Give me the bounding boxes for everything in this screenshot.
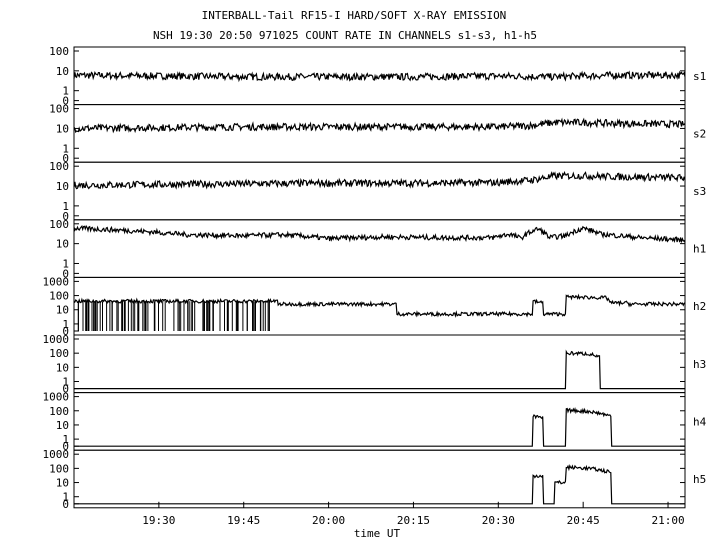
channel-label: h2 bbox=[693, 300, 706, 313]
y-tick-label: 1 bbox=[62, 200, 69, 213]
channel-label: h4 bbox=[693, 415, 707, 428]
x-tick-label: 19:30 bbox=[142, 514, 175, 527]
y-tick-label: 1 bbox=[62, 85, 69, 98]
y-tick-label: 1 bbox=[62, 433, 69, 446]
panel-frame bbox=[73, 104, 686, 163]
chart-title: INTERBALL-Tail RF15-I HARD/SOFT X-RAY EM… bbox=[202, 9, 507, 22]
y-tick-label: 1 bbox=[62, 376, 69, 389]
y-tick-label: 1 bbox=[62, 491, 69, 504]
x-tick-label: 20:45 bbox=[567, 514, 600, 527]
channel-label: s2 bbox=[693, 127, 706, 140]
time-axis: 19:30 19:45 20:00 20:15 20:30 20:45 21:00 bbox=[142, 501, 685, 527]
panel-frame bbox=[73, 449, 686, 509]
y-tick-label: 100 bbox=[49, 103, 69, 116]
y-tick-label: 10 bbox=[56, 180, 69, 193]
x-tick-label: 20:30 bbox=[482, 514, 515, 527]
y-tick-label: 100 bbox=[49, 290, 69, 303]
panel-frame bbox=[73, 392, 686, 451]
x-tick-label: 21:00 bbox=[651, 514, 684, 527]
y-tick-label: 10 bbox=[56, 304, 69, 317]
series-line-s2 bbox=[73, 117, 686, 134]
series-line-h4 bbox=[74, 407, 685, 447]
series-line-h3 bbox=[74, 349, 685, 390]
y-tick-label: 0 bbox=[62, 440, 69, 453]
panel-h1: 100 10 10 h1 bbox=[49, 218, 706, 281]
y-tick-label: 1 bbox=[62, 318, 69, 331]
y-tick-label: 100 bbox=[49, 405, 69, 418]
x-tick-label: 20:15 bbox=[397, 514, 430, 527]
series-line-h5 bbox=[74, 464, 685, 505]
panel-s1: 100 10 10 s1 bbox=[49, 45, 706, 108]
channel-label: h3 bbox=[693, 358, 706, 371]
x-axis-label: time UT bbox=[354, 527, 401, 540]
y-tick-label: 1000 bbox=[43, 448, 70, 461]
y-tick-label: 100 bbox=[49, 45, 69, 58]
y-tick-label: 1 bbox=[62, 257, 69, 270]
channel-label: s3 bbox=[693, 185, 706, 198]
y-tick-label: 100 bbox=[49, 160, 69, 173]
channel-label: h5 bbox=[693, 473, 706, 486]
y-tick-label: 100 bbox=[49, 462, 69, 475]
y-tick-label: 10 bbox=[56, 122, 69, 135]
y-tick-label: 10 bbox=[56, 65, 69, 78]
y-tick-label: 10 bbox=[56, 238, 69, 251]
y-tick-label: 100 bbox=[49, 218, 69, 231]
y-tick-label: 0 bbox=[62, 383, 69, 396]
y-tick-label: 0 bbox=[62, 267, 69, 280]
y-tick-label: 0 bbox=[62, 325, 69, 338]
y-tick-label: 1000 bbox=[43, 333, 70, 346]
series-line-h2 bbox=[73, 293, 686, 319]
panel-frame bbox=[73, 334, 686, 394]
x-tick-label: 20:00 bbox=[312, 514, 345, 527]
y-tick-label: 1 bbox=[62, 142, 69, 155]
panel-frame bbox=[73, 161, 686, 221]
y-tick-label: 0 bbox=[62, 95, 69, 108]
x-tick-label: 19:45 bbox=[227, 514, 260, 527]
chart-panels: 1001010s11001010s21001010s31001010h11000… bbox=[43, 45, 707, 511]
y-tick-label: 100 bbox=[49, 347, 69, 360]
y-tick-label: 0 bbox=[62, 498, 69, 511]
channel-label: s1 bbox=[693, 70, 706, 83]
y-tick-label: 0 bbox=[62, 152, 69, 165]
series-line-s3 bbox=[73, 170, 686, 190]
y-tick-label: 1000 bbox=[43, 275, 70, 288]
panel-s2: 100 10 10 s2 bbox=[49, 103, 706, 166]
y-tick-label: 10 bbox=[56, 419, 69, 432]
panel-s3: 100 10 10 s3 bbox=[49, 160, 706, 223]
series-line-s1 bbox=[73, 70, 686, 83]
panel-frame bbox=[73, 219, 686, 278]
y-tick-label: 10 bbox=[56, 477, 69, 490]
y-tick-label: 1000 bbox=[43, 391, 70, 404]
chart-subtitle: NSH 19:30 20:50 971025 COUNT RATE IN CHA… bbox=[153, 29, 537, 42]
y-tick-label: 0 bbox=[62, 210, 69, 223]
channel-label: h1 bbox=[693, 243, 706, 256]
y-tick-label: 10 bbox=[56, 361, 69, 374]
series-line-h1 bbox=[73, 224, 686, 244]
